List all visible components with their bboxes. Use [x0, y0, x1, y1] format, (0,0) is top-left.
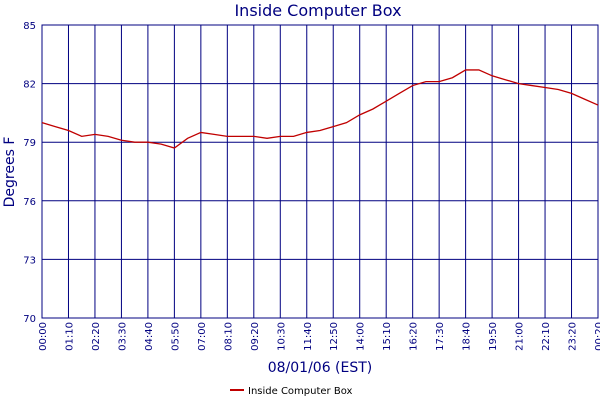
x-tick-label: 08:10	[223, 322, 234, 351]
x-tick-label: 14:00	[356, 322, 367, 351]
x-tick-label: 10:30	[276, 322, 287, 351]
x-tick-label: 17:30	[435, 322, 446, 351]
x-tick-label: 23:20	[568, 322, 579, 351]
x-tick-label: 22:10	[541, 322, 552, 351]
plot-area	[41, 24, 599, 319]
x-tick-label: 21:00	[515, 322, 526, 351]
x-tick-label: 12:50	[329, 322, 340, 351]
x-tick-label: 00:20	[594, 322, 600, 351]
x-tick-label: 00:00	[38, 322, 49, 351]
x-tick-label: 07:00	[197, 322, 208, 351]
y-tick-label: 76	[23, 197, 36, 208]
x-tick-label: 11:40	[303, 322, 314, 351]
y-axis-label: Degrees F	[2, 137, 18, 208]
x-tick-label: 18:40	[462, 322, 473, 351]
y-tick-label: 70	[23, 314, 36, 325]
x-tick-label: 01:10	[64, 322, 75, 351]
y-tick-label: 79	[23, 138, 36, 149]
x-tick-label: 19:50	[488, 322, 499, 351]
x-tick-label: 03:30	[117, 322, 128, 351]
x-tick-label: 02:20	[91, 322, 102, 351]
x-tick-label: 15:10	[382, 322, 393, 351]
x-axis-label: 08/01/06 (EST)	[268, 360, 373, 376]
x-tick-label: 16:20	[409, 322, 420, 351]
x-tick-label: 09:20	[250, 322, 261, 351]
x-tick-label: 05:50	[170, 322, 181, 351]
data-line	[41, 69, 599, 149]
x-tick-label: 04:40	[144, 322, 155, 351]
y-tick-label: 73	[23, 255, 36, 266]
chart-title: Inside Computer Box	[234, 1, 401, 20]
legend-label: Inside Computer Box	[248, 386, 353, 397]
y-tick-label: 85	[23, 21, 36, 32]
y-tick-label: 82	[23, 80, 36, 91]
